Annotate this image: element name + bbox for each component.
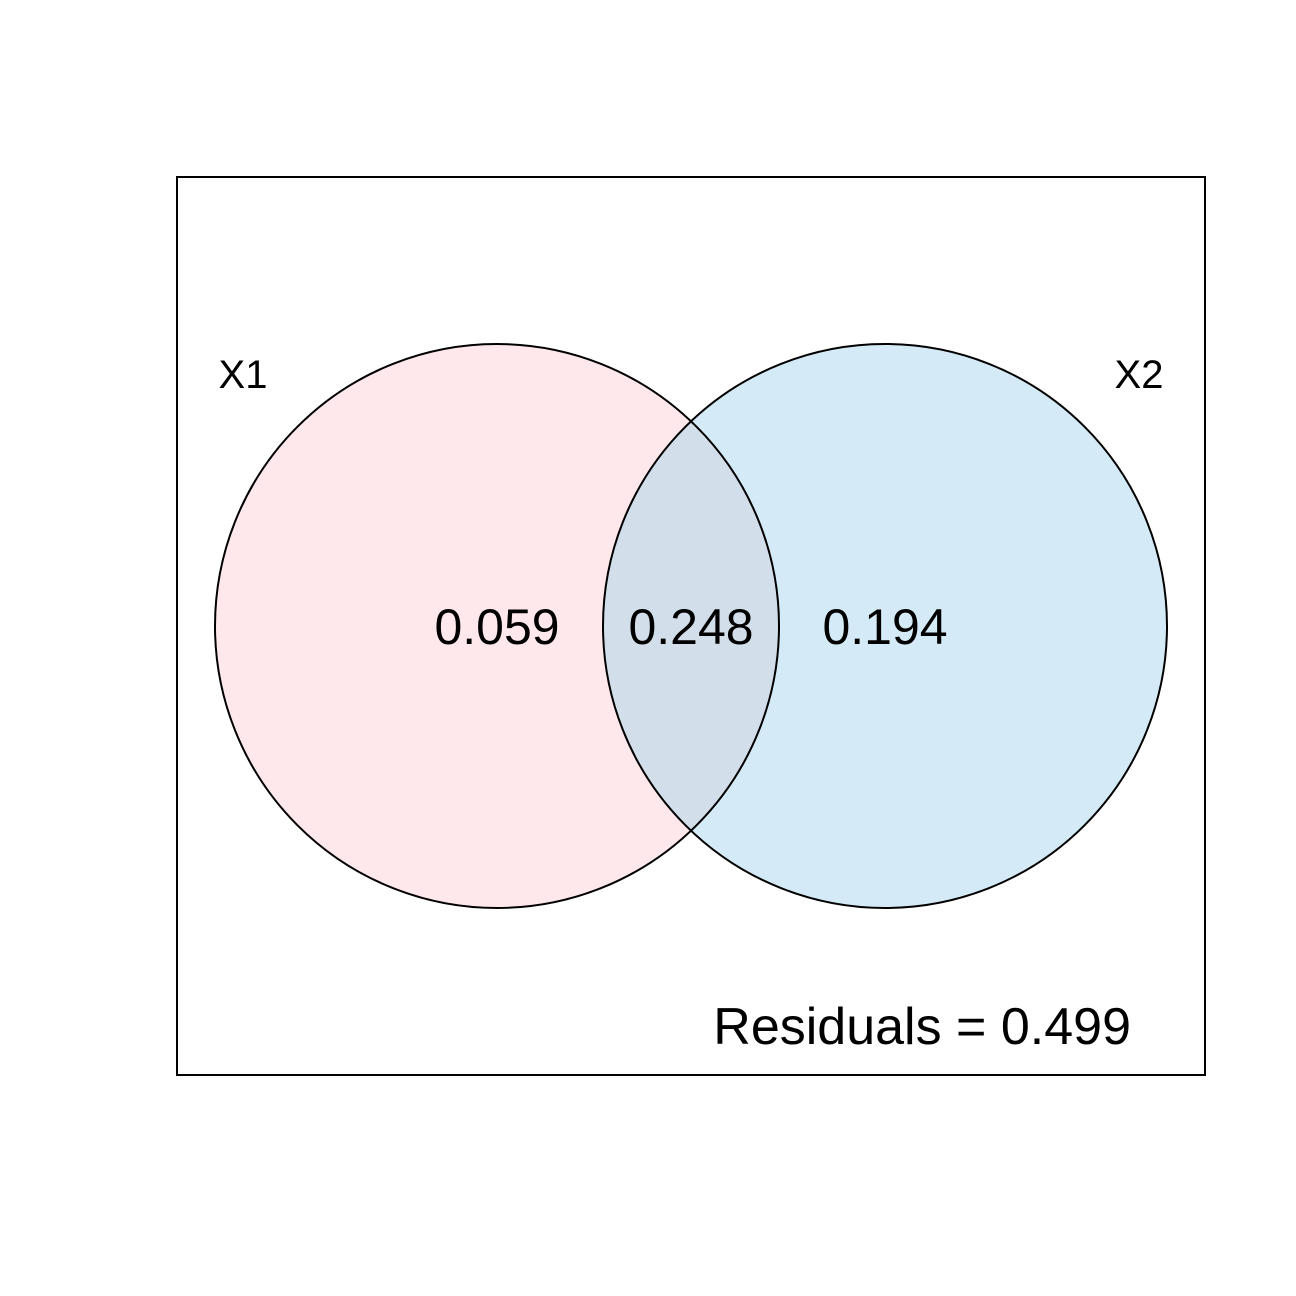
set-x2-circle [603, 344, 1167, 908]
set-x2-outline [602, 343, 1168, 909]
x1-only-value: 0.059 [434, 599, 559, 655]
diagram-frame [176, 176, 1206, 1076]
set-x1-outline [214, 343, 780, 909]
set-x1-label: X1 [219, 353, 268, 397]
set-x2-label: X2 [1115, 353, 1164, 397]
residuals-label: Residuals = 0.499 [713, 998, 1131, 1056]
x2-only-value: 0.194 [822, 599, 947, 655]
overlap-value: 0.248 [628, 599, 753, 655]
set-x1-circle [215, 344, 779, 908]
